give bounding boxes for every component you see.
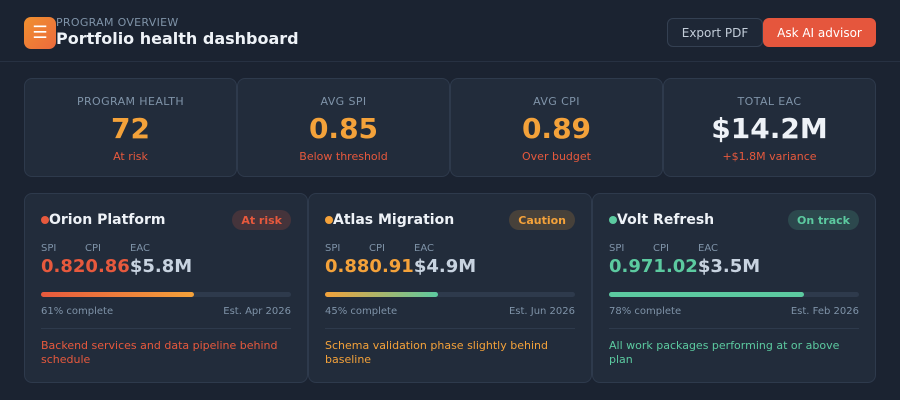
cpi-value: 0.91 [369,256,414,277]
kpi-card-avg-spi: AVG SPI 0.85 Below threshold [237,78,450,177]
kpi-card-program-health: PROGRAM HEALTH 72 At risk [24,78,237,177]
divider [41,328,291,329]
status-note: Backend services and data pipeline behin… [41,339,278,366]
kpi-subtext: At risk [113,150,148,163]
progress-label: 61% complete [41,306,114,317]
progress-label: 45% complete [325,306,398,317]
export-pdf-button[interactable]: Export PDF [667,18,763,47]
progress-fill [325,292,438,297]
status-note: Schema validation phase slightly behind … [325,339,548,366]
eac-label: EAC [130,243,150,254]
progress-label: 78% complete [609,306,682,317]
cpi-label: CPI [369,243,385,254]
project-card-orion[interactable]: Orion Platform At risk SPI CPI EAC 0.820… [24,193,308,383]
eac-value: $3.5M [697,256,761,277]
status-dot [325,216,333,224]
metrics-row: 0.971.02$3.5M [609,256,760,277]
kpi-label: AVG CPI [533,95,580,108]
cpi-label: CPI [653,243,669,254]
ask-ai-advisor-button[interactable]: Ask AI advisor [763,18,876,47]
spi-value: 0.82 [41,256,86,277]
cpi-value: 1.02 [653,256,698,277]
kpi-value: 0.89 [521,112,592,145]
menu-icon[interactable]: ☰ [24,17,56,49]
divider [325,328,575,329]
status-dot [41,216,49,224]
progress-bar [609,292,859,297]
project-name: Volt Refresh [617,212,715,228]
progress-bar [325,292,575,297]
status-badge: On track [788,210,859,230]
section-eyebrow: PROGRAM OVERVIEW [56,16,179,29]
kpi-subtext: Over budget [522,150,591,163]
kpi-label: AVG SPI [320,95,367,108]
progress-fill [609,292,804,297]
spi-label: SPI [325,243,341,254]
progress-bar [41,292,291,297]
kpi-subtext: Below threshold [299,150,388,163]
divider [609,328,859,329]
top-bar: ☰ PROGRAM OVERVIEW Portfolio health dash… [0,0,900,62]
eac-value: $4.9M [413,256,477,277]
cpi-value: 0.86 [85,256,130,277]
kpi-value: $14.2M [711,112,828,145]
eac-label: EAC [698,243,718,254]
spi-label: SPI [609,243,625,254]
spi-label: SPI [41,243,57,254]
status-note: All work packages performing at or above… [609,339,840,366]
eac-value: $5.8M [129,256,193,277]
kpi-card-avg-cpi: AVG CPI 0.89 Over budget [450,78,663,177]
kpi-card-total-eac: TOTAL EAC $14.2M +$1.8M variance [663,78,876,177]
progress-fill [41,292,194,297]
spi-value: 0.97 [609,256,654,277]
estimated-completion: Est. Apr 2026 [223,306,291,317]
project-name: Orion Platform [49,212,166,228]
project-card-volt[interactable]: Volt Refresh On track SPI CPI EAC 0.971.… [592,193,876,383]
kpi-value: 0.85 [308,112,379,145]
eac-label: EAC [414,243,434,254]
status-dot [609,216,617,224]
metrics-row: 0.880.91$4.9M [325,256,476,277]
project-card-atlas[interactable]: Atlas Migration Caution SPI CPI EAC 0.88… [308,193,592,383]
status-badge: Caution [509,210,575,230]
kpi-label: PROGRAM HEALTH [76,95,185,108]
status-badge: At risk [232,210,291,230]
estimated-completion: Est. Feb 2026 [790,306,859,317]
cpi-label: CPI [85,243,101,254]
metrics-row: 0.820.86$5.8M [41,256,192,277]
kpi-value: 72 [111,112,150,145]
project-name: Atlas Migration [333,212,455,228]
page-title: Portfolio health dashboard [56,29,299,48]
kpi-label: TOTAL EAC [737,95,802,108]
spi-value: 0.88 [325,256,370,277]
estimated-completion: Est. Jun 2026 [508,306,575,317]
kpi-subtext: +$1.8M variance [722,150,817,163]
